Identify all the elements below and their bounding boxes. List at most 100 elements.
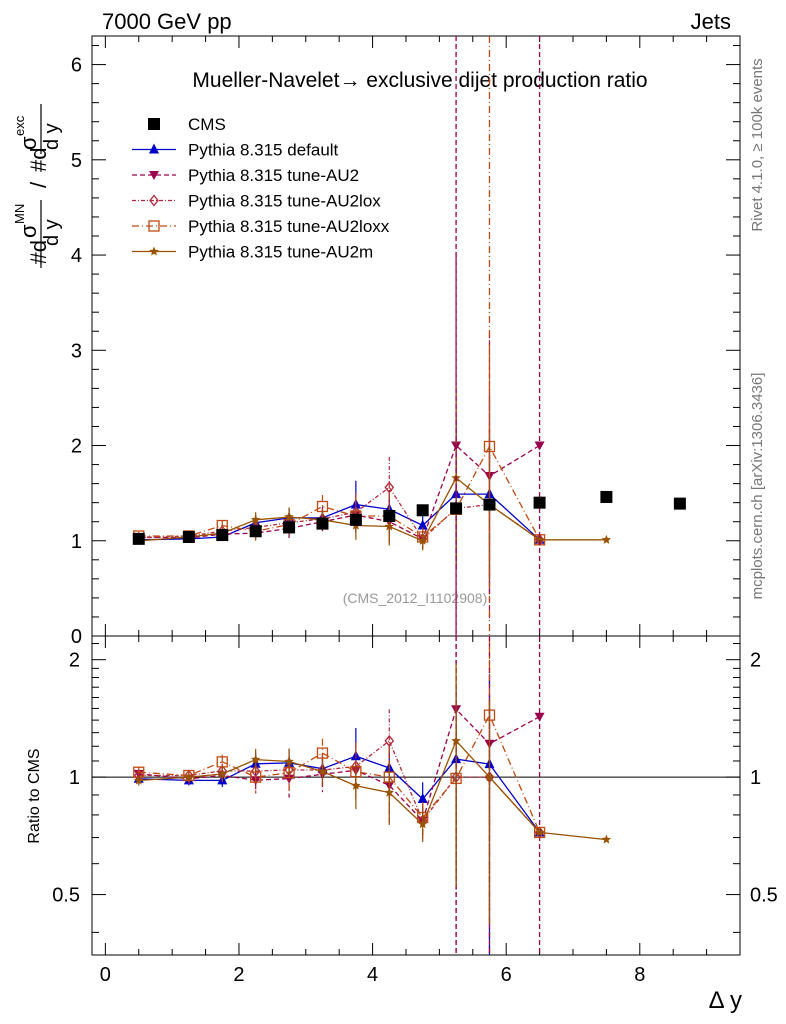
legend-label: Pythia 8.315 tune-AU2lox — [188, 192, 381, 211]
ylabel-den-den: d y — [41, 123, 63, 150]
plot-frames — [91, 35, 741, 956]
ratio-series-line — [138, 739, 541, 833]
ylabel-slash: / — [26, 181, 51, 188]
data-point — [284, 512, 294, 521]
ratio-axis-label: Ratio to CMS — [26, 748, 43, 843]
cms-data-point — [383, 510, 396, 522]
legend-label: CMS — [188, 115, 226, 134]
legend-label: Pythia 8.315 tune-AU2 — [188, 166, 359, 185]
ratio-point — [250, 765, 261, 778]
ratio-tick-label-right: 0.5 — [750, 885, 778, 907]
ratio-tick-label-left: 2 — [69, 650, 80, 672]
cms-data-point — [182, 530, 195, 543]
y-tick-label: 6 — [71, 55, 82, 77]
mcplots-label: mcplots.cern.ch [arXiv:1306.3436] — [749, 373, 766, 600]
y-tick-label: 3 — [71, 340, 82, 362]
ratio-point — [417, 819, 428, 829]
chart-title: Mueller-Navelet→ exclusive dijet product… — [192, 69, 647, 92]
cms-data-point — [349, 513, 362, 526]
ratio-point — [417, 793, 428, 804]
data-point — [534, 534, 545, 544]
series-line — [138, 486, 540, 541]
x-tick-label: 4 — [367, 964, 378, 986]
ratio-point — [451, 735, 461, 745]
ratio-point — [384, 787, 394, 797]
cms-data-point — [132, 532, 145, 545]
ratio-point — [250, 754, 261, 764]
ratio-point — [351, 780, 361, 790]
y-tick-label: 2 — [71, 436, 82, 458]
ratio-point — [250, 771, 262, 783]
ratio-tick-label-left: 1 — [69, 767, 80, 789]
legend-marker — [149, 194, 159, 207]
cms-data-point — [416, 504, 429, 517]
ratio-point — [316, 747, 329, 759]
ratio-point — [534, 712, 545, 722]
legend-label: Pythia 8.315 tune-AU2m — [188, 243, 373, 262]
ratio-point — [217, 769, 227, 778]
legend-marker — [148, 118, 160, 130]
analysis-watermark: (CMS_2012_I1102908) — [343, 590, 488, 606]
cms-data-point — [600, 490, 613, 503]
legend-marker — [148, 220, 160, 232]
ratio-point — [284, 756, 294, 766]
x-tick-label: 8 — [634, 964, 645, 986]
ratio-frame — [91, 635, 741, 956]
ratio-series-line — [138, 708, 540, 823]
ylabel-den-prefix: #d — [26, 148, 51, 172]
ratio-point — [534, 827, 545, 837]
series-line — [138, 445, 541, 541]
ylabel-den-sup: exc — [12, 115, 27, 136]
x-axis-label: Δ y — [709, 987, 742, 1014]
legend-marker — [149, 171, 159, 180]
ratio-panel-data — [133, 636, 612, 955]
data-point — [417, 519, 428, 530]
ratio-tick-label-right: 2 — [750, 650, 761, 672]
ylabel-num-sup: MN — [12, 204, 27, 224]
legend-marker — [149, 246, 159, 256]
cms-data-point — [450, 502, 463, 515]
x-tick-label: 2 — [233, 964, 244, 986]
ratio-point — [384, 734, 395, 747]
cms-data-point — [216, 529, 229, 542]
ratio-point — [484, 772, 495, 782]
cms-data-point — [249, 525, 262, 538]
ratio-tick-label-left: 0.5 — [52, 885, 80, 907]
x-tick-label: 0 — [100, 964, 111, 986]
y-tick-label: 0 — [71, 626, 82, 648]
ylabel-num-prefix: #d — [26, 240, 51, 264]
header-left: 7000 GeV pp — [102, 9, 232, 34]
y-tick-label: 4 — [71, 245, 82, 267]
header-right: Jets — [691, 9, 731, 34]
rivet-label: Rivet 4.1.0, ≥ 100k events — [749, 58, 766, 231]
cms-data-point — [533, 496, 546, 509]
legend-label: Pythia 8.315 default — [188, 141, 339, 160]
legend: CMS Pythia 8.315 default Pythia 8.315 tune… — [132, 115, 390, 262]
legend-marker — [149, 143, 159, 154]
main-panel-data — [132, 36, 686, 955]
y-tick-label: 5 — [71, 150, 82, 172]
cms-data-point — [283, 521, 296, 534]
data-point — [250, 514, 261, 524]
data-point — [601, 534, 612, 544]
ratio-point — [284, 774, 295, 784]
ylabel-num-den: d y — [41, 219, 63, 246]
ylabel-num-sigma: σ — [16, 224, 41, 238]
series-line — [138, 476, 607, 542]
ratio-point — [601, 834, 612, 844]
data-point — [417, 535, 428, 545]
y-axis-label: #d σ MN d y / #d σ exc d y — [12, 104, 63, 268]
ratio-tick-label-right: 1 — [750, 767, 761, 789]
ylabel-den-sigma: σ — [16, 136, 41, 150]
cms-data-point — [673, 497, 686, 510]
ratio-point — [134, 775, 144, 785]
ratio-point — [184, 772, 194, 782]
cms-data-point — [483, 498, 496, 511]
y-tick-label: 1 — [71, 531, 82, 553]
x-tick-label: 6 — [501, 964, 512, 986]
data-point — [384, 521, 394, 531]
ratio-point — [317, 766, 328, 776]
legend-label: Pythia 8.315 tune-AU2loxx — [188, 217, 390, 236]
